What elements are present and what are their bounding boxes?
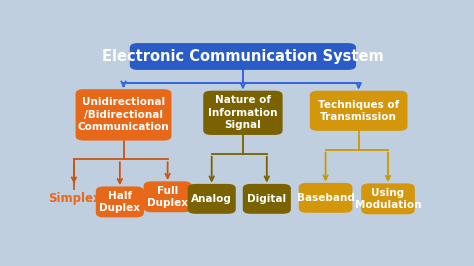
FancyBboxPatch shape [130,43,356,70]
Text: Baseband: Baseband [297,193,355,203]
FancyBboxPatch shape [299,183,352,213]
FancyBboxPatch shape [96,186,144,217]
Text: Techniques of
Transmission: Techniques of Transmission [318,99,399,122]
FancyBboxPatch shape [144,181,191,212]
FancyBboxPatch shape [243,184,291,214]
FancyBboxPatch shape [188,184,236,214]
Text: Full
Duplex: Full Duplex [147,186,188,208]
Text: Using
Modulation: Using Modulation [355,188,421,210]
Text: Unidirectional
/Bidirectional
Communication: Unidirectional /Bidirectional Communicat… [78,97,169,132]
Text: Electronic Communication System: Electronic Communication System [102,49,384,64]
Text: Analog: Analog [191,194,232,204]
Text: Simplex: Simplex [47,192,100,205]
FancyBboxPatch shape [361,183,415,214]
FancyBboxPatch shape [203,91,283,135]
FancyBboxPatch shape [310,91,408,131]
Text: Half
Duplex: Half Duplex [100,191,140,213]
Text: Nature of
Information
Signal: Nature of Information Signal [208,95,278,130]
FancyBboxPatch shape [75,89,172,140]
Text: Digital: Digital [247,194,286,204]
